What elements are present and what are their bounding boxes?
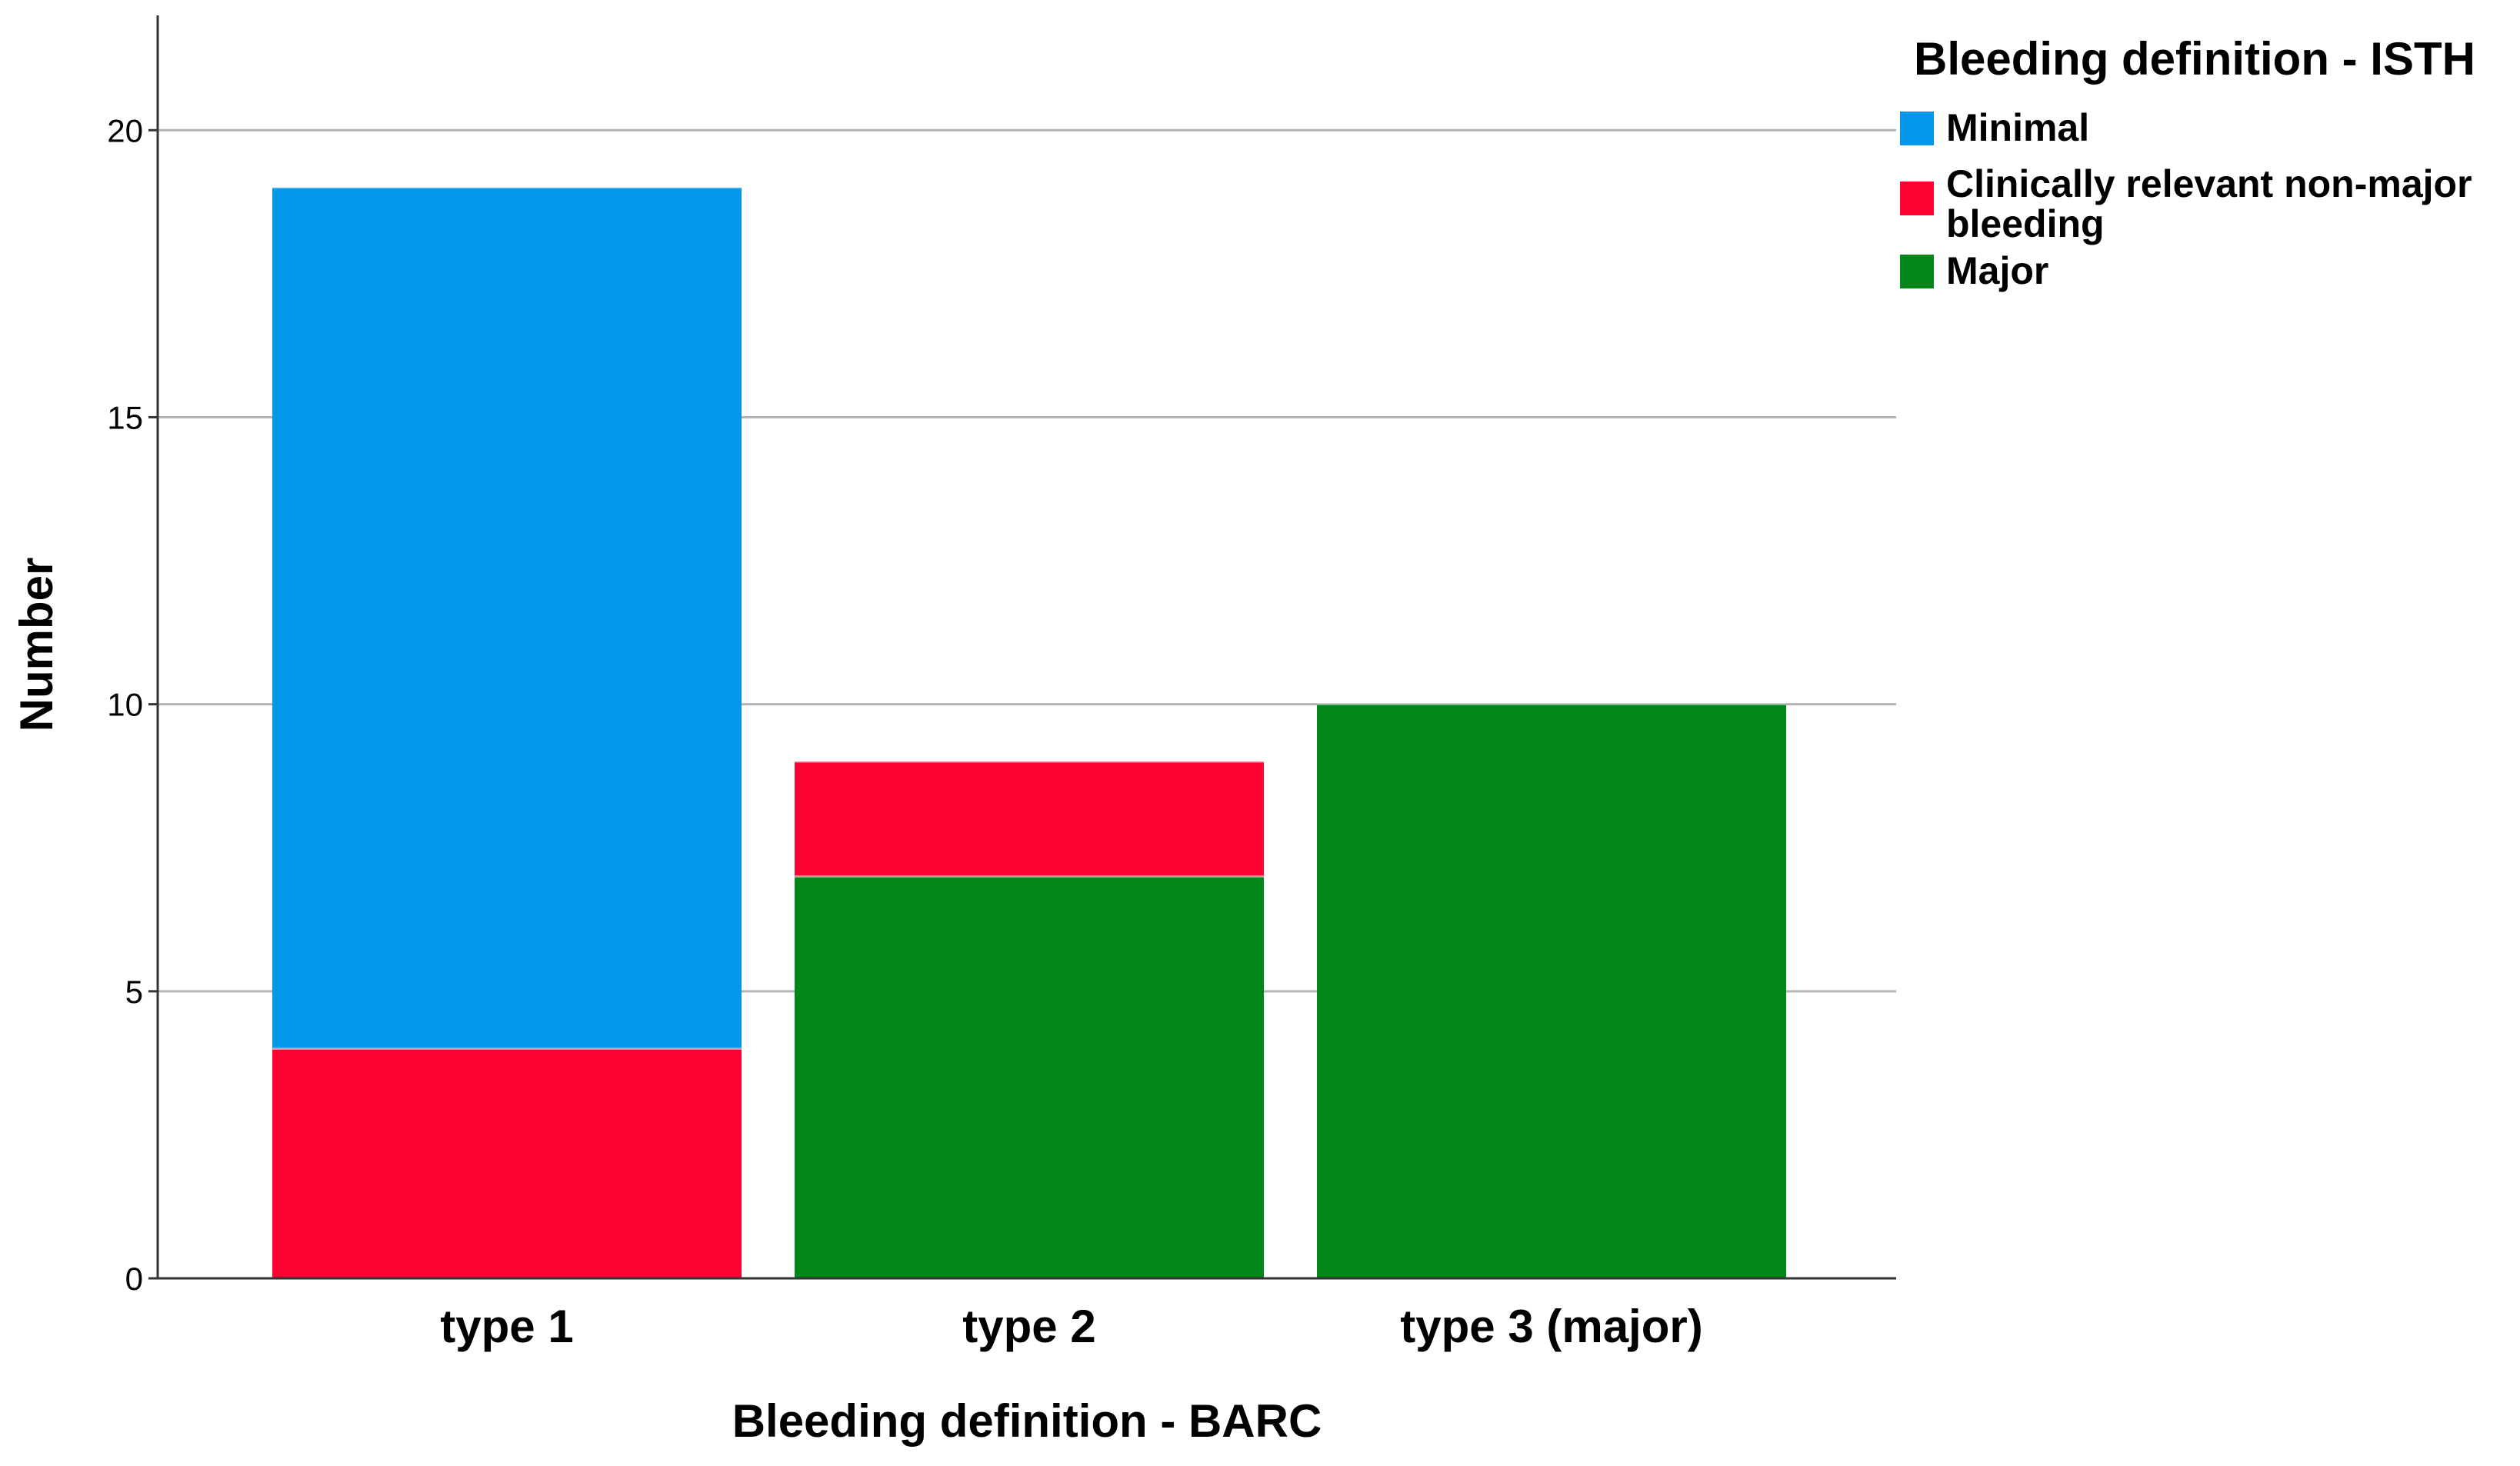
y-axis-title: Number <box>11 558 62 732</box>
legend-title: Bleeding definition - ISTH <box>1914 33 2475 85</box>
y-tick-label: 15 <box>107 399 143 435</box>
bars <box>272 186 1786 1278</box>
y-tick-label: 10 <box>107 687 143 723</box>
legend-swatch <box>1900 112 1934 145</box>
legend-label: Minimal <box>1946 106 2089 149</box>
legend-swatch <box>1900 255 1934 288</box>
legend-label: Clinically relevant non-major <box>1946 162 2472 205</box>
y-tick-label: 20 <box>107 112 143 148</box>
x-category-label: type 2 <box>962 1301 1095 1352</box>
x-category-labels: type 1 type 2 type 3 (major) <box>440 1301 1702 1352</box>
bar-segment <box>795 761 1264 877</box>
bar-segment <box>795 876 1264 1278</box>
legend-item: Minimal <box>1900 106 2089 149</box>
legend-label: Major <box>1946 249 2048 292</box>
x-axis-title: Bleeding definition - BARC <box>732 1395 1322 1447</box>
bar-segment <box>272 1048 742 1278</box>
bar-segment <box>1317 704 1786 1278</box>
legend-item: Major <box>1900 249 2048 292</box>
legend: Bleeding definition - ISTH Minimal Clinic… <box>1900 33 2475 292</box>
y-tick-labels: 0 5 10 15 20 <box>107 112 158 1297</box>
legend-items: Minimal Clinically relevant non-majorblee… <box>1900 106 2472 292</box>
y-tick-label: 0 <box>125 1261 143 1297</box>
y-tick-label: 5 <box>125 974 143 1010</box>
bar-segment <box>272 187 742 1049</box>
x-category-label: type 1 <box>440 1301 573 1352</box>
axes <box>156 15 1896 1280</box>
x-category-label: type 3 (major) <box>1400 1301 1702 1352</box>
legend-label: bleeding <box>1946 202 2105 245</box>
legend-swatch <box>1900 182 1934 215</box>
